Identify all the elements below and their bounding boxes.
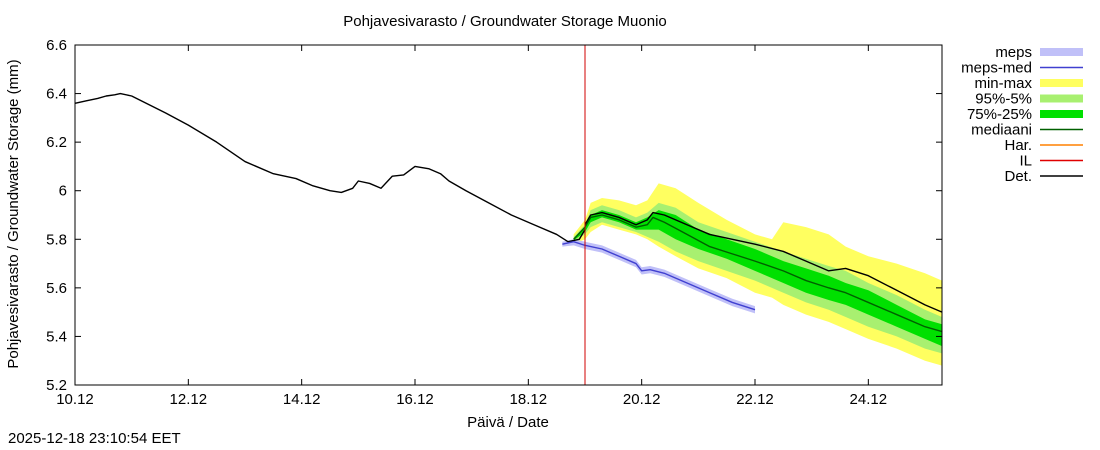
y-tick-label: 5.6 [46,280,67,297]
legend-label-p75_25: 75%-25% [967,106,1032,123]
bands-layer [562,183,942,366]
legend-swatch-p95_5 [1040,94,1083,103]
y-tick-label: 5.2 [46,377,67,394]
legend-label-il: IL [1019,153,1032,170]
legend-swatch-p75_25 [1040,110,1083,118]
series-det-history [74,92,586,243]
x-tick-label: 14.12 [283,391,321,408]
legend: mepsmeps-medmin-max95%-5%75%-25%mediaani… [961,44,1083,185]
timestamp-footer: 2025-12-18 23:10:54 EET [8,430,181,447]
legend-swatch-meps [1040,48,1083,56]
y-tick-label: 5.8 [46,231,67,248]
series-mediaani [573,214,943,333]
legend-swatch-minmax [1040,79,1083,87]
legend-label-p95_5: 95%-5% [975,91,1032,108]
series-det-forecast [584,211,943,313]
legend-label-meps: meps [995,44,1032,61]
legend-label-median: mediaani [971,122,1032,139]
y-tick-label: 6.2 [46,134,67,151]
legend-label-har: Har. [1004,137,1032,154]
legend-label-meps_med: meps-med [961,60,1032,77]
y-tick-label: 6.4 [46,86,67,103]
chart-title: Pohjavesivarasto / Groundwater Storage M… [343,13,667,30]
x-tick-label: 20.12 [623,391,661,408]
x-axis-label: Päivä / Date [467,414,549,431]
x-tick-label: 22.12 [736,391,774,408]
plot-frame [74,44,943,386]
y-tick-label: 5.4 [46,328,67,345]
band-meps [562,239,755,314]
band-95-5 [573,202,942,354]
x-tick-label: 24.12 [850,391,888,408]
y-tick-label: 6.6 [46,37,67,54]
y-tick-label: 6 [59,183,67,200]
x-tick-label: 12.12 [170,391,208,408]
x-tick-label: 10.12 [56,391,94,408]
axis-ticks: 5.2 5.4 5.6 5.8 6 6.2 6.4 6.6 10.12 12.12 14.12 16.… [46,37,942,408]
x-tick-label: 16.12 [396,391,434,408]
y-axis-label: Pohjavesivarasto / Groundwater Storage (… [5,59,22,368]
legend-label-minmax: min-max [974,75,1032,92]
x-tick-label: 18.12 [510,391,548,408]
legend-label-det: Det. [1004,168,1032,185]
